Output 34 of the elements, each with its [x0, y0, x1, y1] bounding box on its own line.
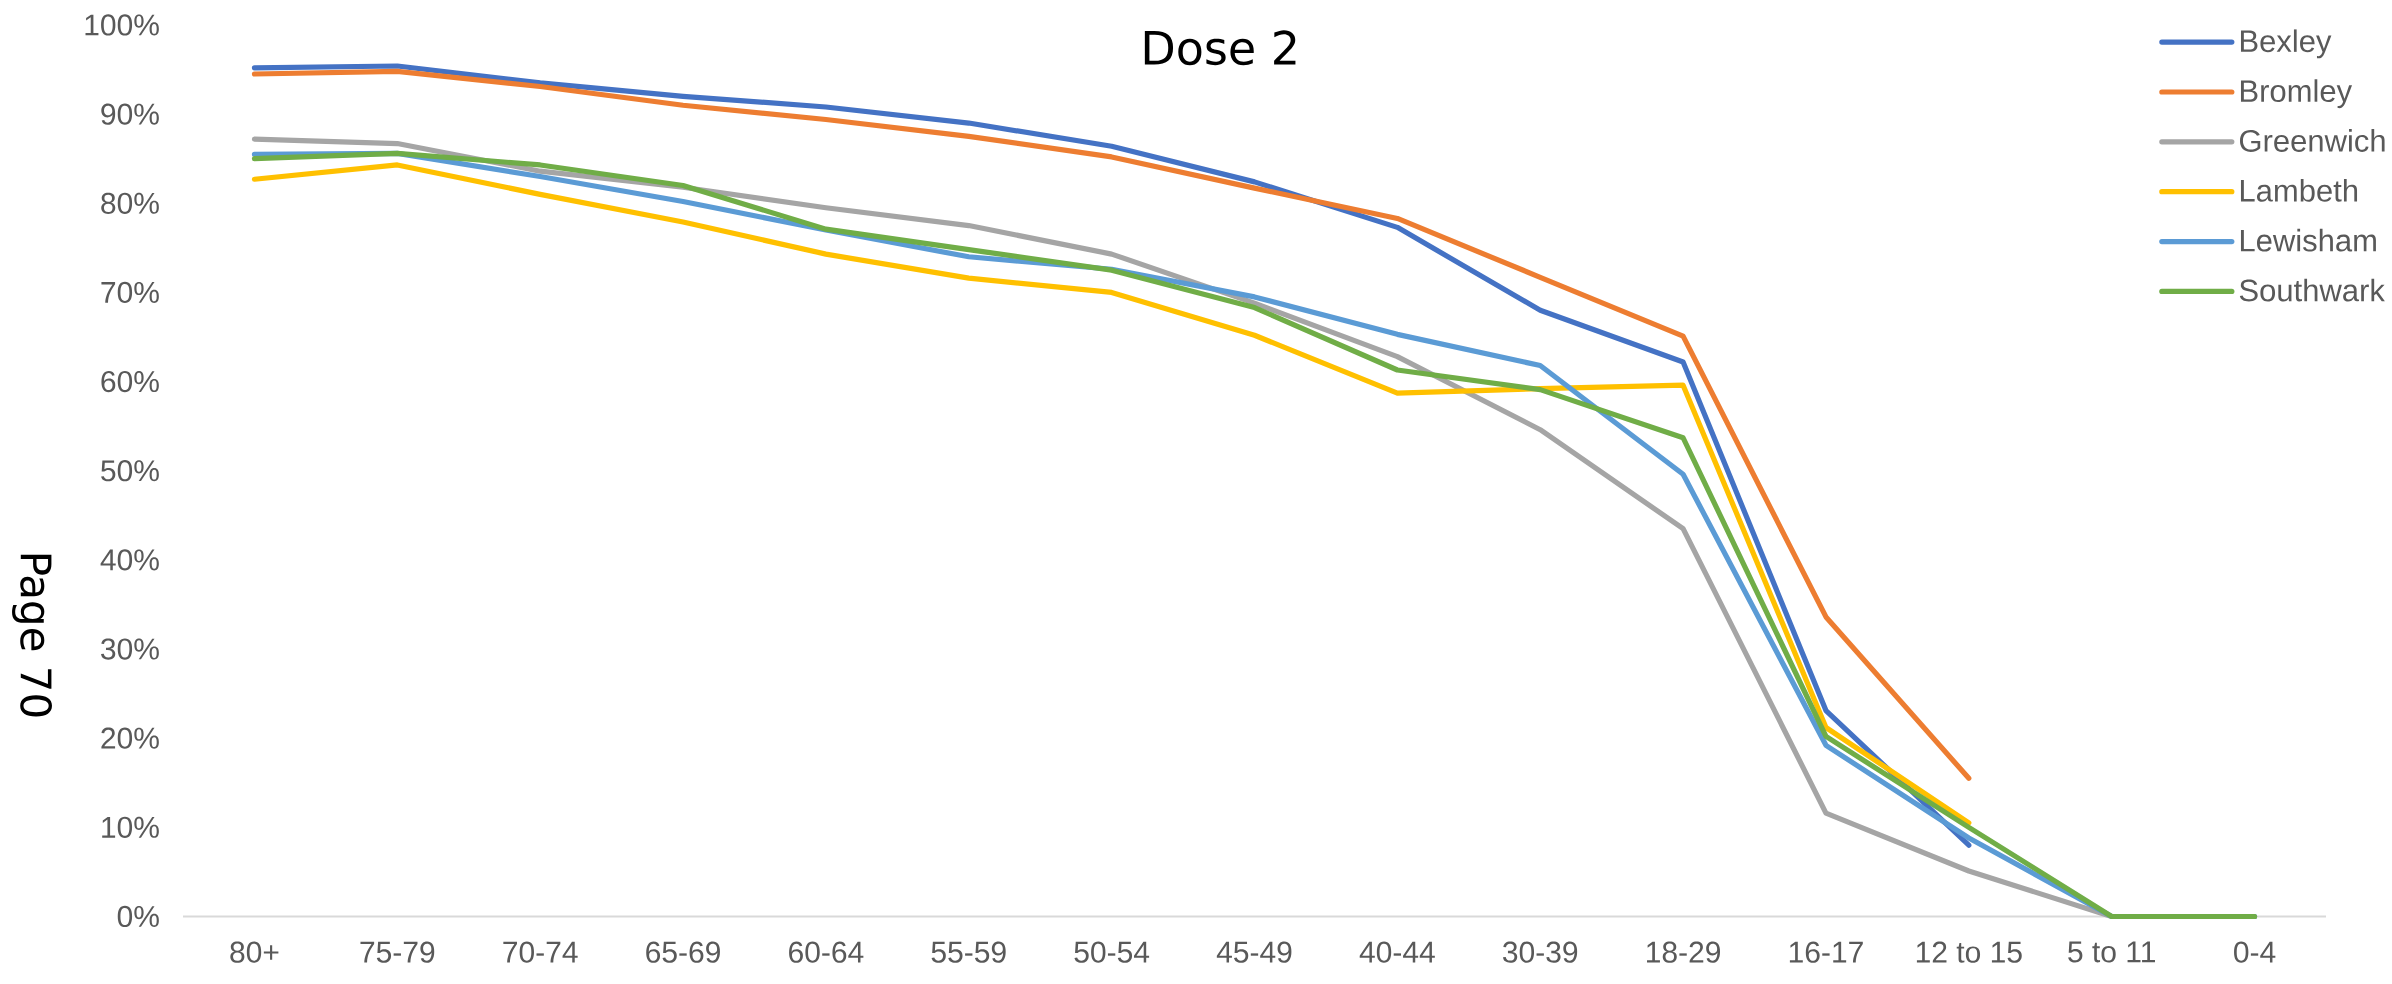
x-tick-label: 30-39: [1503, 941, 1578, 963]
y-tick-label: 100%: [85, 14, 159, 36]
x-tick-label: 40-44: [1359, 941, 1435, 963]
x-tick-label: 18-29: [1647, 941, 1721, 963]
chart-title: Dose 2: [1144, 30, 1296, 66]
text: Page 70: [12, 554, 52, 717]
legend-label: Bexley: [2240, 29, 2332, 59]
x-tick-label: 55-59: [931, 941, 1006, 963]
x-tick-label: 60-64: [789, 941, 864, 963]
x-tick-label: 70-74: [503, 941, 578, 963]
x-tick-label: 75-79: [360, 941, 435, 963]
y-tick-label: 70%: [101, 281, 159, 304]
x-tick-label: 80+: [230, 941, 279, 963]
y-tick-label: 0%: [117, 905, 159, 928]
y-tick-label: 90%: [101, 103, 159, 125]
y-tick-label: 60%: [101, 370, 159, 393]
y-tick-label: 80%: [101, 192, 159, 214]
y-tick-label: 30%: [101, 638, 159, 660]
x-tick-label: 0-4: [2234, 941, 2276, 963]
x-tick-label: 5 to 11: [2068, 941, 2155, 963]
x-tick-label: 45-49: [1216, 941, 1292, 963]
legend-label: Greenwich: [2240, 129, 2385, 152]
legend-label: Lewisham: [2240, 228, 2376, 252]
x-tick-label: 16-17: [1789, 941, 1863, 963]
x-tick-label: 65-69: [646, 941, 720, 963]
x-tick-label: 50-54: [1074, 941, 1150, 963]
legend-label: Southwark: [2239, 278, 2385, 302]
y-tick-label: 50%: [101, 460, 159, 482]
x-tick-label: 12 to 15: [1916, 941, 2022, 963]
y-tick-label: 20%: [101, 727, 159, 749]
y-tick-label: 40%: [100, 549, 159, 571]
legend-label: Lambeth: [2240, 178, 2358, 202]
y-tick-label: 10%: [102, 816, 159, 838]
legend-label: Bromley: [2240, 79, 2353, 109]
